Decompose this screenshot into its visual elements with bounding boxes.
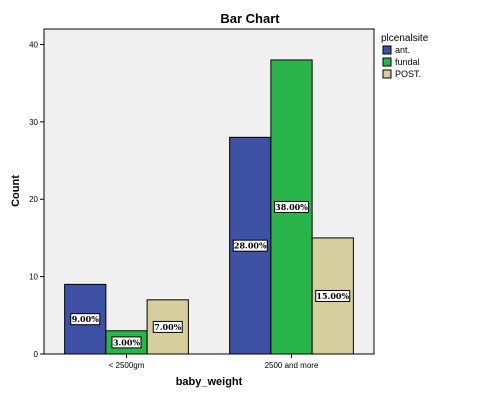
legend-swatch <box>382 45 392 55</box>
data-label-box <box>152 320 183 333</box>
data-label-box <box>274 200 309 213</box>
y-axis-title: Count <box>10 175 22 207</box>
data-label: 3.00% <box>113 337 140 347</box>
data-label-box <box>232 239 268 252</box>
data-label-box <box>315 289 351 302</box>
data-labels-layer: 9.00% 3.00% 7.00% 28.00% 38.00% 15.00% <box>70 200 351 349</box>
data-label: 9.00% <box>72 314 99 324</box>
x-axis: < 2500gm 2500 and more <box>109 354 319 370</box>
legend-title: plcenalsite <box>381 33 429 44</box>
y-tick-label: 0 <box>34 350 39 359</box>
data-label-box <box>111 336 142 349</box>
y-tick-label: 40 <box>29 40 38 49</box>
data-label-box <box>70 313 101 326</box>
legend-label: ant. <box>395 45 410 55</box>
data-label: 15.00% <box>316 291 349 301</box>
x-axis-title: baby_weight <box>176 376 243 388</box>
y-tick-label: 30 <box>29 118 38 127</box>
y-axis: 0 10 20 30 40 <box>29 40 44 359</box>
y-tick-label: 20 <box>29 195 38 204</box>
legend-swatch <box>382 69 392 79</box>
legend: plcenalsite ant. fundal POST. <box>381 33 429 79</box>
y-tick-label: 10 <box>29 273 38 282</box>
chart-title: Bar Chart <box>220 11 280 26</box>
x-tick-label: < 2500gm <box>109 361 145 370</box>
x-tick-label: 2500 and more <box>265 361 319 370</box>
legend-label: fundal <box>395 57 420 67</box>
legend-swatch <box>382 57 392 67</box>
data-label: 38.00% <box>275 202 308 212</box>
legend-label: POST. <box>395 69 421 79</box>
data-label: 28.00% <box>234 241 267 251</box>
data-label: 7.00% <box>154 322 181 332</box>
